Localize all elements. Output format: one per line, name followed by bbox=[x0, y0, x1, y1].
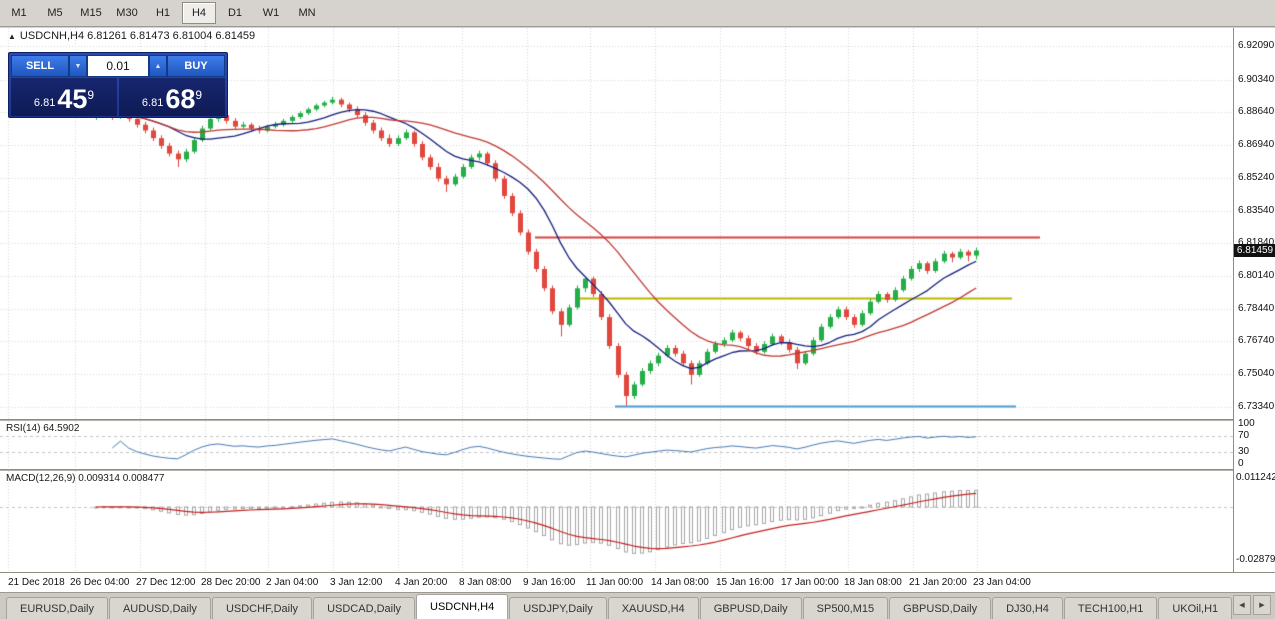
chart-tab[interactable]: EURUSD,Daily bbox=[6, 597, 108, 619]
price-scale-label: 6.73340 bbox=[1238, 400, 1275, 412]
price-scale-label: 6.92090 bbox=[1238, 40, 1275, 51]
time-axis-label: 15 Jan 16:00 bbox=[716, 577, 774, 588]
chart-tab-bar: EURUSD,Daily AUDUSD,Daily USDCHF,Daily USDC… bbox=[0, 592, 1275, 619]
price-scale-label: 6.76740 bbox=[1238, 335, 1275, 347]
panel-splitter[interactable] bbox=[0, 469, 1275, 471]
macd-indicator-label: MACD(12,26,9) 0.009314 0.008477 bbox=[6, 473, 165, 484]
price-scale-label: 6.86940 bbox=[1238, 139, 1275, 151]
price-scale-label: 6.81840 bbox=[1238, 237, 1274, 248]
timeframe-button-w1[interactable]: W1 bbox=[262, 7, 280, 19]
chart-tab[interactable]: USDCAD,Daily bbox=[313, 597, 416, 619]
tab-scroll-right-icon[interactable]: ▶ bbox=[1253, 595, 1271, 615]
chart-window: ▲ USDCNH,H4 6.81261 6.81473 6.81004 6.81459 S… bbox=[0, 28, 1275, 593]
tab-scroll-left-icon[interactable]: ◀ bbox=[1233, 595, 1251, 615]
chart-close-value: 6.81459 bbox=[215, 30, 256, 42]
chart-tab[interactable]: SP500,M15 bbox=[802, 597, 889, 619]
timeframe-button-m5[interactable]: M5 bbox=[47, 7, 63, 19]
time-axis-label: 18 Jan 08:00 bbox=[844, 577, 902, 588]
rsi-scale-label: 100 bbox=[1238, 418, 1255, 429]
chart-tab[interactable]: XAUUSD,H4 bbox=[607, 597, 699, 619]
time-axis-label: 21 Jan 20:00 bbox=[909, 577, 967, 588]
time-axis[interactable]: 21 Dec 2018 26 Dec 04:00 27 Dec 12:00 28 De… bbox=[0, 572, 1275, 593]
time-axis-label: 17 Jan 00:00 bbox=[781, 577, 839, 588]
time-axis-label: 3 Jan 12:00 bbox=[330, 577, 383, 588]
timeframe-button-m30[interactable]: M30 bbox=[116, 7, 138, 19]
panel-splitter[interactable] bbox=[0, 419, 1275, 421]
time-axis-label: 2 Jan 04:00 bbox=[266, 577, 319, 588]
time-axis-label: 26 Dec 04:00 bbox=[70, 577, 130, 588]
chart-header: ▲ USDCNH,H4 6.81261 6.81473 6.81004 6.81459 bbox=[8, 30, 258, 42]
price-scale-label: 6.80140 bbox=[1238, 269, 1275, 281]
macd-panel[interactable]: MACD(12,26,9) 0.009314 0.008477 bbox=[0, 471, 1233, 572]
price-scale-label: 6.88640 bbox=[1238, 106, 1275, 118]
lot-decrease-button[interactable]: ▼ bbox=[69, 55, 87, 77]
chart-tab[interactable]: USDCHF,Daily bbox=[211, 597, 313, 619]
ask-price-pip-digit: 9 bbox=[195, 88, 203, 102]
timeframe-toolbar: M1 M5 M15 M30 H1 H4 D1 W1 MN bbox=[0, 0, 1275, 27]
rsi-scale-label: 30 bbox=[1238, 446, 1250, 457]
price-chart-panel[interactable]: ▲ USDCNH,H4 6.81261 6.81473 6.81004 6.81459 S… bbox=[0, 28, 1233, 419]
time-axis-label: 8 Jan 08:00 bbox=[459, 577, 512, 588]
chart-tab[interactable]: USDCNH,H4 bbox=[416, 594, 509, 619]
time-axis-label: 23 Jan 04:00 bbox=[973, 577, 1031, 588]
time-axis-label: 28 Dec 20:00 bbox=[201, 577, 261, 588]
time-axis-label: 21 Dec 2018 bbox=[8, 577, 65, 588]
chart-tab[interactable]: AUDUSD,Daily bbox=[108, 597, 211, 619]
price-scale-label: 6.75040 bbox=[1238, 368, 1275, 380]
chart-tab[interactable]: DJ30,H4 bbox=[992, 597, 1063, 619]
one-click-collapse-icon[interactable]: ▲ bbox=[8, 32, 16, 41]
rsi-scale-label: 0 bbox=[1238, 458, 1244, 469]
chart-tab[interactable]: GBPUSD,Daily bbox=[699, 597, 802, 619]
price-scale-label: 6.90340 bbox=[1238, 73, 1275, 85]
buy-button[interactable]: BUY bbox=[167, 55, 225, 77]
rsi-indicator-label: RSI(14) 64.5902 bbox=[6, 423, 80, 434]
sell-button[interactable]: SELL bbox=[11, 55, 69, 77]
timeframe-button-mn[interactable]: MN bbox=[298, 7, 316, 19]
chart-tab[interactable]: TECH100,H1 bbox=[1063, 597, 1158, 619]
chart-low-value: 6.81004 bbox=[172, 30, 213, 42]
lot-increase-button[interactable]: ▲ bbox=[149, 55, 167, 77]
bid-price-display[interactable]: 6.81 45 9 bbox=[11, 78, 117, 116]
ask-price-prefix: 6.81 bbox=[141, 97, 164, 109]
time-axis-label: 4 Jan 20:00 bbox=[395, 577, 448, 588]
rsi-scale-label: 70 bbox=[1238, 430, 1250, 441]
time-axis-label: 27 Dec 12:00 bbox=[136, 577, 196, 588]
bid-price-prefix: 6.81 bbox=[33, 97, 56, 109]
timeframe-button-group: M1 M5 M15 M30 H1 H4 D1 W1 MN bbox=[1, 2, 325, 24]
price-scale[interactable]: 6.92090 6.90340 6.88640 6.86940 6.85240 6.835… bbox=[1233, 28, 1275, 572]
price-scale-label: 6.85240 bbox=[1238, 171, 1275, 183]
lot-size-input[interactable]: 0.01 bbox=[87, 55, 149, 77]
current-price-badge: 6.81459 bbox=[1234, 243, 1275, 257]
timeframe-button-m15[interactable]: M15 bbox=[80, 7, 102, 19]
ask-price-big-digits: 68 bbox=[165, 84, 196, 114]
rsi-panel[interactable]: RSI(14) 64.5902 bbox=[0, 421, 1233, 469]
ask-price-display[interactable]: 6.81 68 9 bbox=[119, 78, 225, 116]
chart-tab[interactable]: GBPUSD,Daily bbox=[889, 597, 992, 619]
rsi-canvas[interactable] bbox=[0, 421, 1233, 469]
timeframe-button-h1[interactable]: H1 bbox=[155, 7, 171, 19]
macd-scale-label: 0.011242 bbox=[1236, 472, 1275, 483]
tab-scroll-controls: ◀ ▶ bbox=[1231, 595, 1271, 615]
time-axis-label: 14 Jan 08:00 bbox=[651, 577, 709, 588]
time-axis-label: 11 Jan 00:00 bbox=[586, 577, 644, 588]
chart-open-value: 6.81261 bbox=[87, 30, 127, 42]
chart-symbol-period: USDCNH,H4 bbox=[19, 30, 85, 42]
bid-price-pip-digit: 9 bbox=[87, 88, 95, 102]
chart-high-value: 6.81473 bbox=[129, 30, 170, 42]
timeframe-button-m1[interactable]: M1 bbox=[11, 7, 27, 19]
timeframe-button-d1[interactable]: D1 bbox=[227, 7, 243, 19]
macd-canvas[interactable] bbox=[0, 471, 1233, 572]
macd-scale-label: -0.028797 bbox=[1236, 554, 1275, 565]
chart-tab[interactable]: USDJPY,Daily bbox=[509, 597, 607, 619]
time-axis-label: 9 Jan 16:00 bbox=[523, 577, 576, 588]
price-scale-label: 6.83540 bbox=[1238, 204, 1275, 216]
chart-tab[interactable]: UKOil,H1 bbox=[1158, 597, 1233, 619]
one-click-trading-widget: SELL ▼ 0.01 ▲ BUY 6.81 45 9 6.81 68 9 bbox=[8, 52, 228, 118]
price-scale-label: 6.78440 bbox=[1238, 302, 1275, 314]
timeframe-button-h4[interactable]: H4 bbox=[182, 2, 216, 24]
bid-price-big-digits: 45 bbox=[57, 84, 88, 114]
